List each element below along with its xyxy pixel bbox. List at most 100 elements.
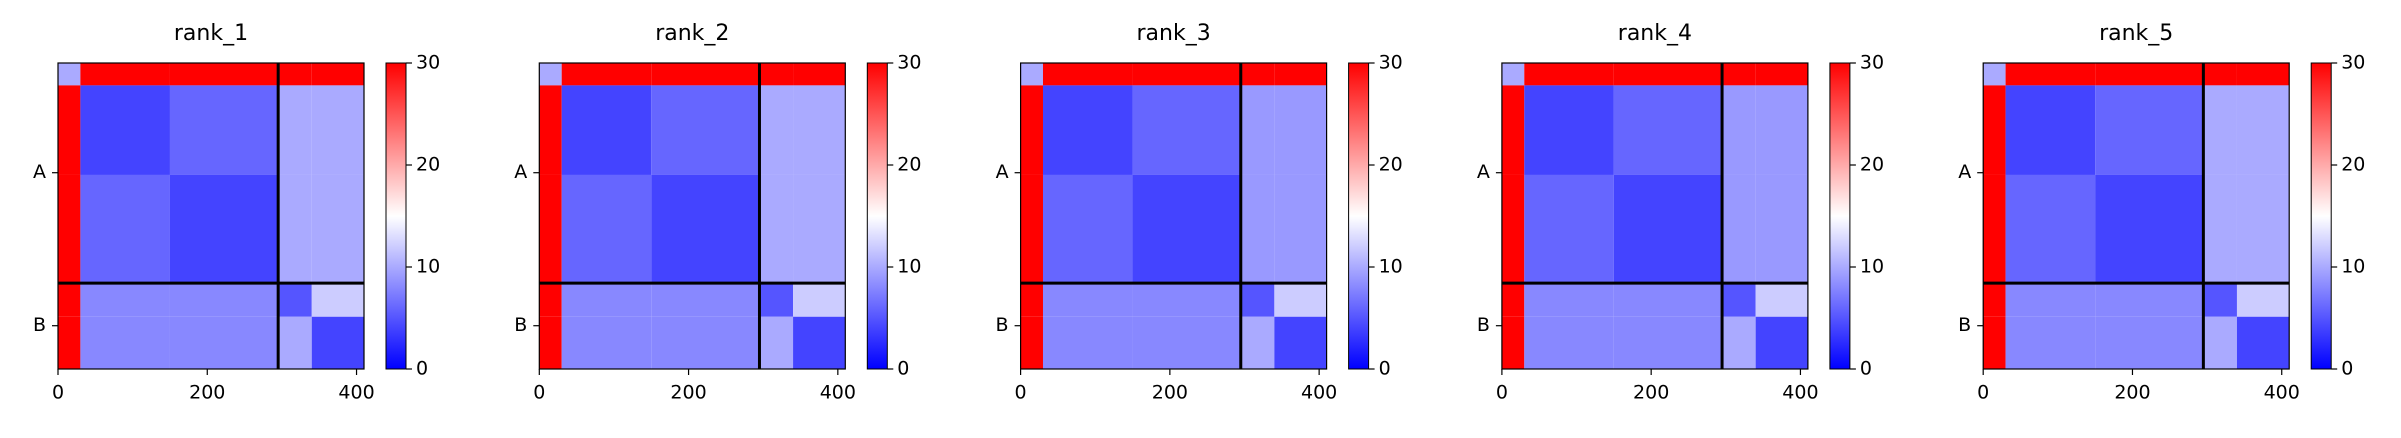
- colorbar: [1829, 62, 1851, 370]
- panel-title: rank_2: [655, 21, 729, 46]
- heatmap-cell: [80, 85, 170, 175]
- heatmap-cell: [58, 316, 81, 369]
- heatmap-cell: [311, 316, 364, 369]
- heatmap-cell: [58, 174, 81, 284]
- heatmap-cell: [58, 63, 81, 86]
- heatmap-cell: [539, 283, 562, 317]
- heatmap-cell: [1240, 316, 1275, 369]
- heatmap-cell: [1501, 63, 1525, 86]
- heatmap-cell: [539, 63, 562, 86]
- y-tick-label: B: [1477, 314, 1490, 336]
- heatmap-cell: [1501, 316, 1525, 369]
- colorbar-tick-label: 20: [1379, 154, 1403, 176]
- heatmap-cell: [1501, 85, 1525, 175]
- heatmap-cell: [1042, 174, 1133, 284]
- heatmap-cell: [1524, 174, 1614, 284]
- heatmap-cell: [1042, 316, 1133, 369]
- heatmap-cell: [1501, 283, 1525, 317]
- heatmap-cell: [1755, 63, 1808, 86]
- colorbar-tick-label: 30: [1860, 52, 1884, 74]
- panel-title: rank_4: [1618, 21, 1692, 46]
- heatmap-cell: [1501, 174, 1525, 284]
- heatmap-cell: [1524, 85, 1614, 175]
- heatmap-cell: [169, 85, 279, 175]
- plot-frame: [1019, 62, 1328, 370]
- heatmap-cell: [2005, 63, 2096, 86]
- x-tick-label: 400: [338, 382, 374, 404]
- heatmap-cell: [1722, 85, 1756, 175]
- heatmap-cell: [561, 283, 652, 317]
- heatmap-cell: [1020, 283, 1043, 317]
- x-tick-label: 0: [1977, 382, 1989, 404]
- heatmap-cell: [539, 316, 562, 369]
- heatmap-cell: [1613, 63, 1723, 86]
- colorbar-tick-label: 10: [1860, 256, 1884, 278]
- y-tick-label: B: [996, 314, 1009, 336]
- heatmap-cell: [2005, 316, 2096, 369]
- heatmap-cell: [1020, 316, 1043, 369]
- heatmap-cell: [1613, 85, 1723, 175]
- colorbar-tick-label: 0: [416, 358, 428, 380]
- y-tick-label: B: [33, 314, 46, 336]
- heatmap-cell: [1020, 174, 1043, 284]
- heatmap-cell: [1613, 316, 1723, 369]
- heatmap-cell: [80, 283, 170, 317]
- y-tick-label: B: [1958, 314, 1971, 336]
- heatmap-cell: [1020, 63, 1043, 86]
- plot-frame: [57, 62, 365, 370]
- heatmap-cell: [1613, 174, 1723, 284]
- heatmap-cell: [2203, 174, 2237, 284]
- x-tick-label: 200: [1152, 382, 1188, 404]
- heatmap-cell: [651, 85, 760, 175]
- heatmap-cell: [169, 316, 279, 369]
- x-tick-label: 200: [670, 382, 706, 404]
- x-tick-label: 200: [189, 382, 225, 404]
- heatmap-cell: [1755, 316, 1808, 369]
- heatmap-cell: [278, 283, 312, 317]
- colorbar-tick-label: 20: [1860, 154, 1884, 176]
- heatmap-cell: [80, 174, 170, 284]
- colorbar-tick-label: 30: [1379, 52, 1403, 74]
- heatmap-cell: [311, 174, 364, 284]
- heatmap-cell: [311, 63, 364, 86]
- heatmap-cell: [539, 85, 562, 175]
- heatmap-cell: [58, 283, 81, 317]
- y-tick-label: A: [1477, 161, 1490, 183]
- heatmap-cell: [561, 174, 652, 284]
- y-tick-label: A: [1958, 161, 1971, 183]
- heatmap-cell: [278, 85, 312, 175]
- plot-frame: [1501, 62, 1809, 370]
- heatmap-cell: [539, 174, 562, 284]
- heatmap-cell: [58, 85, 81, 175]
- heatmap-cell: [1722, 316, 1756, 369]
- heatmap-cell: [1274, 85, 1327, 175]
- heatmap-cell: [2236, 85, 2290, 175]
- colorbar-tick-label: 0: [1860, 358, 1872, 380]
- heatmap-cell: [2095, 174, 2204, 284]
- x-tick-label: 0: [533, 382, 545, 404]
- heatmap-cell: [1274, 174, 1327, 284]
- x-tick-label: 400: [1301, 382, 1337, 404]
- colorbar-tick-label: 10: [2341, 256, 2365, 278]
- heatmap-cell: [759, 85, 794, 175]
- heatmap-cell: [759, 283, 794, 317]
- x-tick-label: 0: [1015, 382, 1027, 404]
- heatmap-cell: [1240, 283, 1275, 317]
- heatmap-cell: [1274, 63, 1327, 86]
- heatmap-cell: [759, 63, 794, 86]
- y-tick-label: A: [996, 161, 1009, 183]
- heatmap-cell: [793, 85, 846, 175]
- heatmap-cell: [278, 316, 312, 369]
- colorbar-tick-label: 0: [2341, 358, 2353, 380]
- heatmap-cell: [759, 174, 794, 284]
- heatmap-cell: [1524, 283, 1614, 317]
- plot-frame: [1982, 62, 2290, 370]
- heatmap-cell: [793, 174, 846, 284]
- heatmap-cell: [2203, 85, 2237, 175]
- colorbar: [1348, 62, 1370, 370]
- heatmap-cell: [2095, 283, 2204, 317]
- x-tick-label: 400: [2264, 382, 2300, 404]
- heatmap-cell: [793, 63, 846, 86]
- heatmap-cell: [1755, 85, 1808, 175]
- heatmap-cell: [759, 316, 794, 369]
